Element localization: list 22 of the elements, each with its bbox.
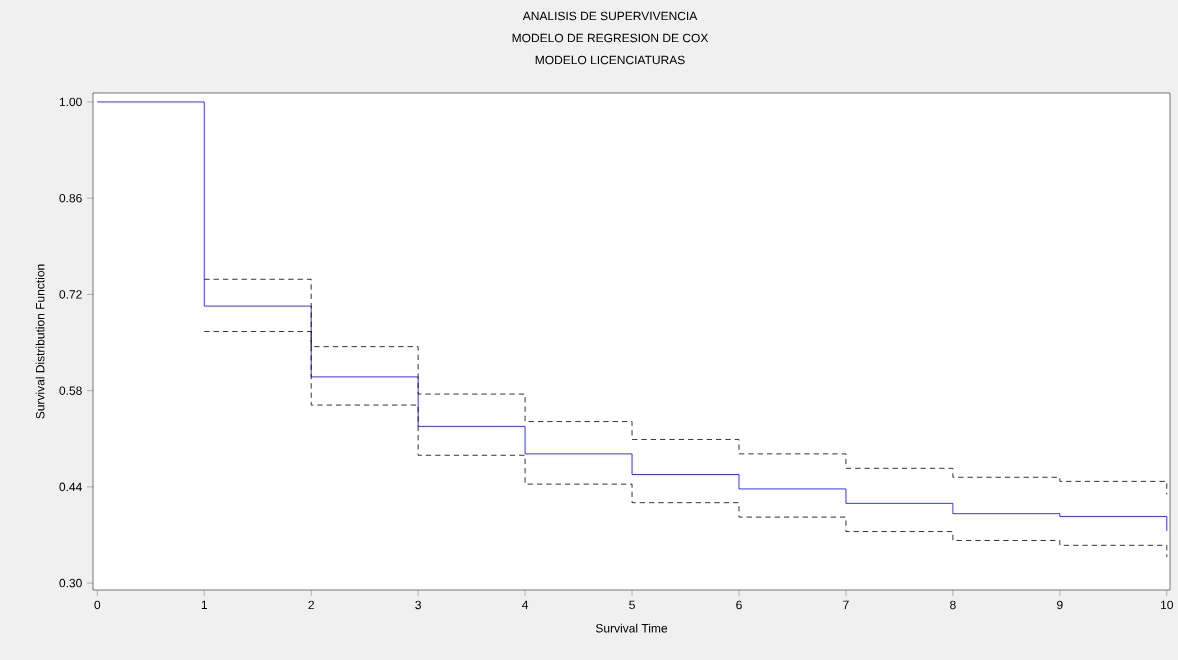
x-tick-label: 3	[415, 600, 421, 610]
x-tick-label: 4	[522, 600, 529, 609]
x-tick-label: 2	[308, 600, 314, 610]
text: MODELO LICENCIATURAS	[535, 55, 685, 65]
x-tick-label: 1	[201, 600, 207, 609]
x-tick-label: 5	[629, 600, 635, 610]
y-tick-label: 0.86	[59, 193, 82, 203]
chart-subtitle: MODELO DE REGRESION DE COX	[512, 33, 709, 43]
x-tick-label: 8	[950, 600, 956, 610]
chart-title: ANALISIS DE SUPERVIVENCIA	[522, 11, 698, 21]
y-tick-label: 0.58	[59, 386, 82, 395]
x-tick-label: 10	[1161, 600, 1173, 610]
x-axis-title: Survival Time	[595, 623, 668, 633]
x-tick-label: 7	[843, 600, 849, 609]
x-tick-label: 6	[736, 600, 742, 610]
y-tick-label: 1.00	[59, 97, 82, 107]
x-tick-label: 0	[94, 600, 101, 610]
x-tick-label: 9	[1057, 600, 1063, 610]
y-tick-label: 0.44	[59, 482, 82, 492]
y-axis-title: Survival Distribution Function	[35, 264, 45, 419]
y-tick-label: 0.72	[59, 290, 82, 299]
y-tick-label: 0.30	[59, 578, 82, 588]
